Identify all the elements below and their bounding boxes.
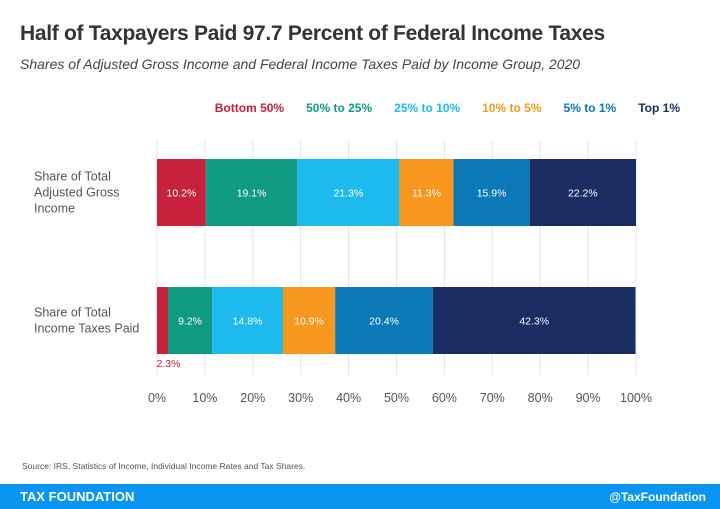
- data-label: 22.2%: [568, 188, 598, 200]
- bar-segment: [297, 159, 400, 226]
- legend-item: 25% to 10%: [394, 101, 461, 115]
- chart-subtitle: Shares of Adjusted Gross Income and Fede…: [20, 56, 581, 72]
- bar-segment: [432, 287, 636, 354]
- bar-segment: [168, 287, 213, 354]
- x-tick-label: 20%: [240, 391, 265, 405]
- data-label: 10.9%: [294, 316, 324, 328]
- x-tick-label: 10%: [192, 391, 217, 405]
- legend-item: Top 1%: [638, 101, 680, 115]
- data-label: 10.2%: [167, 188, 197, 200]
- chart-title: Half of Taxpayers Paid 97.7 Percent of F…: [20, 22, 605, 45]
- twitter-handle: @TaxFoundation: [609, 490, 706, 504]
- category-label: Income: [34, 202, 75, 216]
- bar-segment: [282, 287, 336, 354]
- data-label: 2.3%: [157, 358, 181, 370]
- bar-segment: [157, 159, 206, 226]
- x-tick-label: 50%: [384, 391, 409, 405]
- bar-segment: [453, 159, 530, 226]
- x-tick-label: 100%: [620, 391, 652, 405]
- bar-segment: [157, 287, 169, 354]
- data-label: 21.3%: [333, 188, 363, 200]
- legend: Bottom 50% 50% to 25% 25% to 10% 10% to 5% 5…: [0, 101, 680, 115]
- x-tick-label: 70%: [480, 391, 505, 405]
- bar-segment: [529, 159, 636, 226]
- x-tick-label: 0%: [148, 391, 166, 405]
- x-tick-label: 90%: [576, 391, 601, 405]
- legend-item: 5% to 1%: [563, 101, 617, 115]
- bar-segment: [205, 159, 298, 226]
- data-label: 15.9%: [477, 188, 507, 200]
- category-label: Income Taxes Paid: [34, 322, 139, 336]
- data-label: 9.2%: [178, 316, 202, 328]
- x-tick-label: 60%: [432, 391, 457, 405]
- bar-segment: [399, 159, 454, 226]
- x-tick-label: 40%: [336, 391, 361, 405]
- data-label: 14.8%: [233, 316, 263, 328]
- category-label: Adjusted Gross: [34, 186, 119, 200]
- legend-item: 10% to 5%: [482, 101, 542, 115]
- legend-item: 50% to 25%: [306, 101, 373, 115]
- bar-segment: [212, 287, 283, 354]
- category-label: Share of Total: [34, 170, 111, 184]
- data-label: 11.3%: [412, 188, 441, 200]
- data-label: 19.1%: [237, 188, 267, 200]
- bar-segment: [335, 287, 433, 354]
- brand-logo: TAX FOUNDATION: [20, 489, 135, 504]
- source-note: Source: IRS, Statistics of Income, Indiv…: [22, 461, 306, 471]
- footer-bar: TAX FOUNDATION @TaxFoundation: [0, 484, 720, 509]
- x-tick-label: 30%: [288, 391, 313, 405]
- category-label: Share of Total: [34, 306, 111, 320]
- data-label: 42.3%: [519, 316, 549, 328]
- x-tick-label: 80%: [528, 391, 553, 405]
- legend-item: Bottom 50%: [214, 101, 285, 115]
- data-label: 20.4%: [369, 316, 399, 328]
